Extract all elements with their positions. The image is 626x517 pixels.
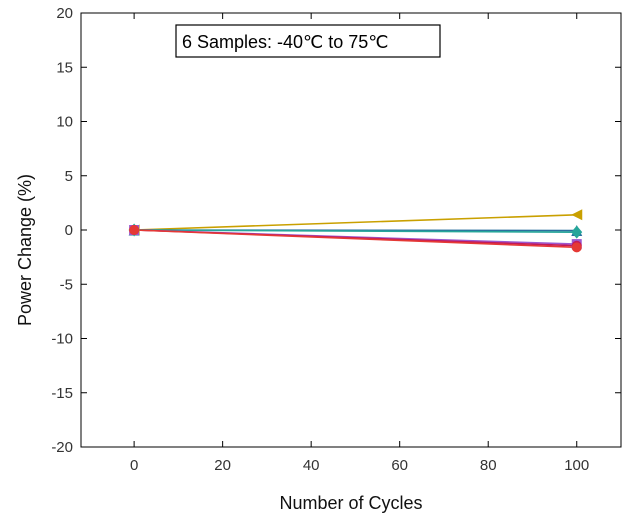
y-tick-label: 5 (65, 168, 73, 185)
y-tick-label: -20 (51, 439, 73, 456)
series-line (134, 229, 577, 249)
annotation-frame (175, 24, 441, 58)
x-axis-title: Number of Cycles (279, 493, 422, 513)
data-point (129, 225, 140, 235)
y-tick-label: 0 (65, 222, 73, 239)
x-tick-label: 20 (214, 457, 231, 474)
series-line (134, 229, 577, 233)
data-point (571, 225, 583, 239)
x-tick-label: 0 (130, 457, 138, 474)
y-axis: -20 -15 -10 -5 0 5 10 15 20 (51, 5, 621, 456)
y-axis-title: Power Change (%) (15, 174, 35, 326)
y-tick-label: -10 (51, 331, 73, 348)
data-point (571, 242, 582, 253)
x-tick-label: 40 (303, 457, 320, 474)
annotation-text: 6 Samples: -40℃ to 75℃ (182, 32, 389, 52)
y-tick-label: -15 (51, 385, 73, 402)
y-tick-label: 15 (56, 59, 73, 76)
annotation-box: 6 Samples: -40℃ to 75℃ (175, 24, 441, 58)
x-tick-label: 100 (564, 457, 589, 474)
x-axis: 0 20 40 60 80 100 (130, 13, 589, 474)
y-tick-label: -5 (60, 276, 73, 293)
y-tick-label: 20 (56, 5, 73, 22)
x-tick-label: 60 (391, 457, 408, 474)
series-layer (128, 209, 583, 253)
y-tick-label: 10 (56, 114, 73, 131)
series-line (134, 214, 577, 231)
x-tick-label: 80 (480, 457, 497, 474)
data-point (571, 209, 583, 221)
